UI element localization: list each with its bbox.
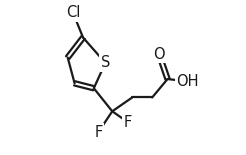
Text: O: O (153, 47, 165, 62)
Text: OH: OH (176, 74, 199, 89)
Text: F: F (123, 115, 132, 130)
Text: F: F (94, 124, 103, 140)
Text: S: S (101, 55, 110, 70)
Text: Cl: Cl (66, 5, 80, 20)
